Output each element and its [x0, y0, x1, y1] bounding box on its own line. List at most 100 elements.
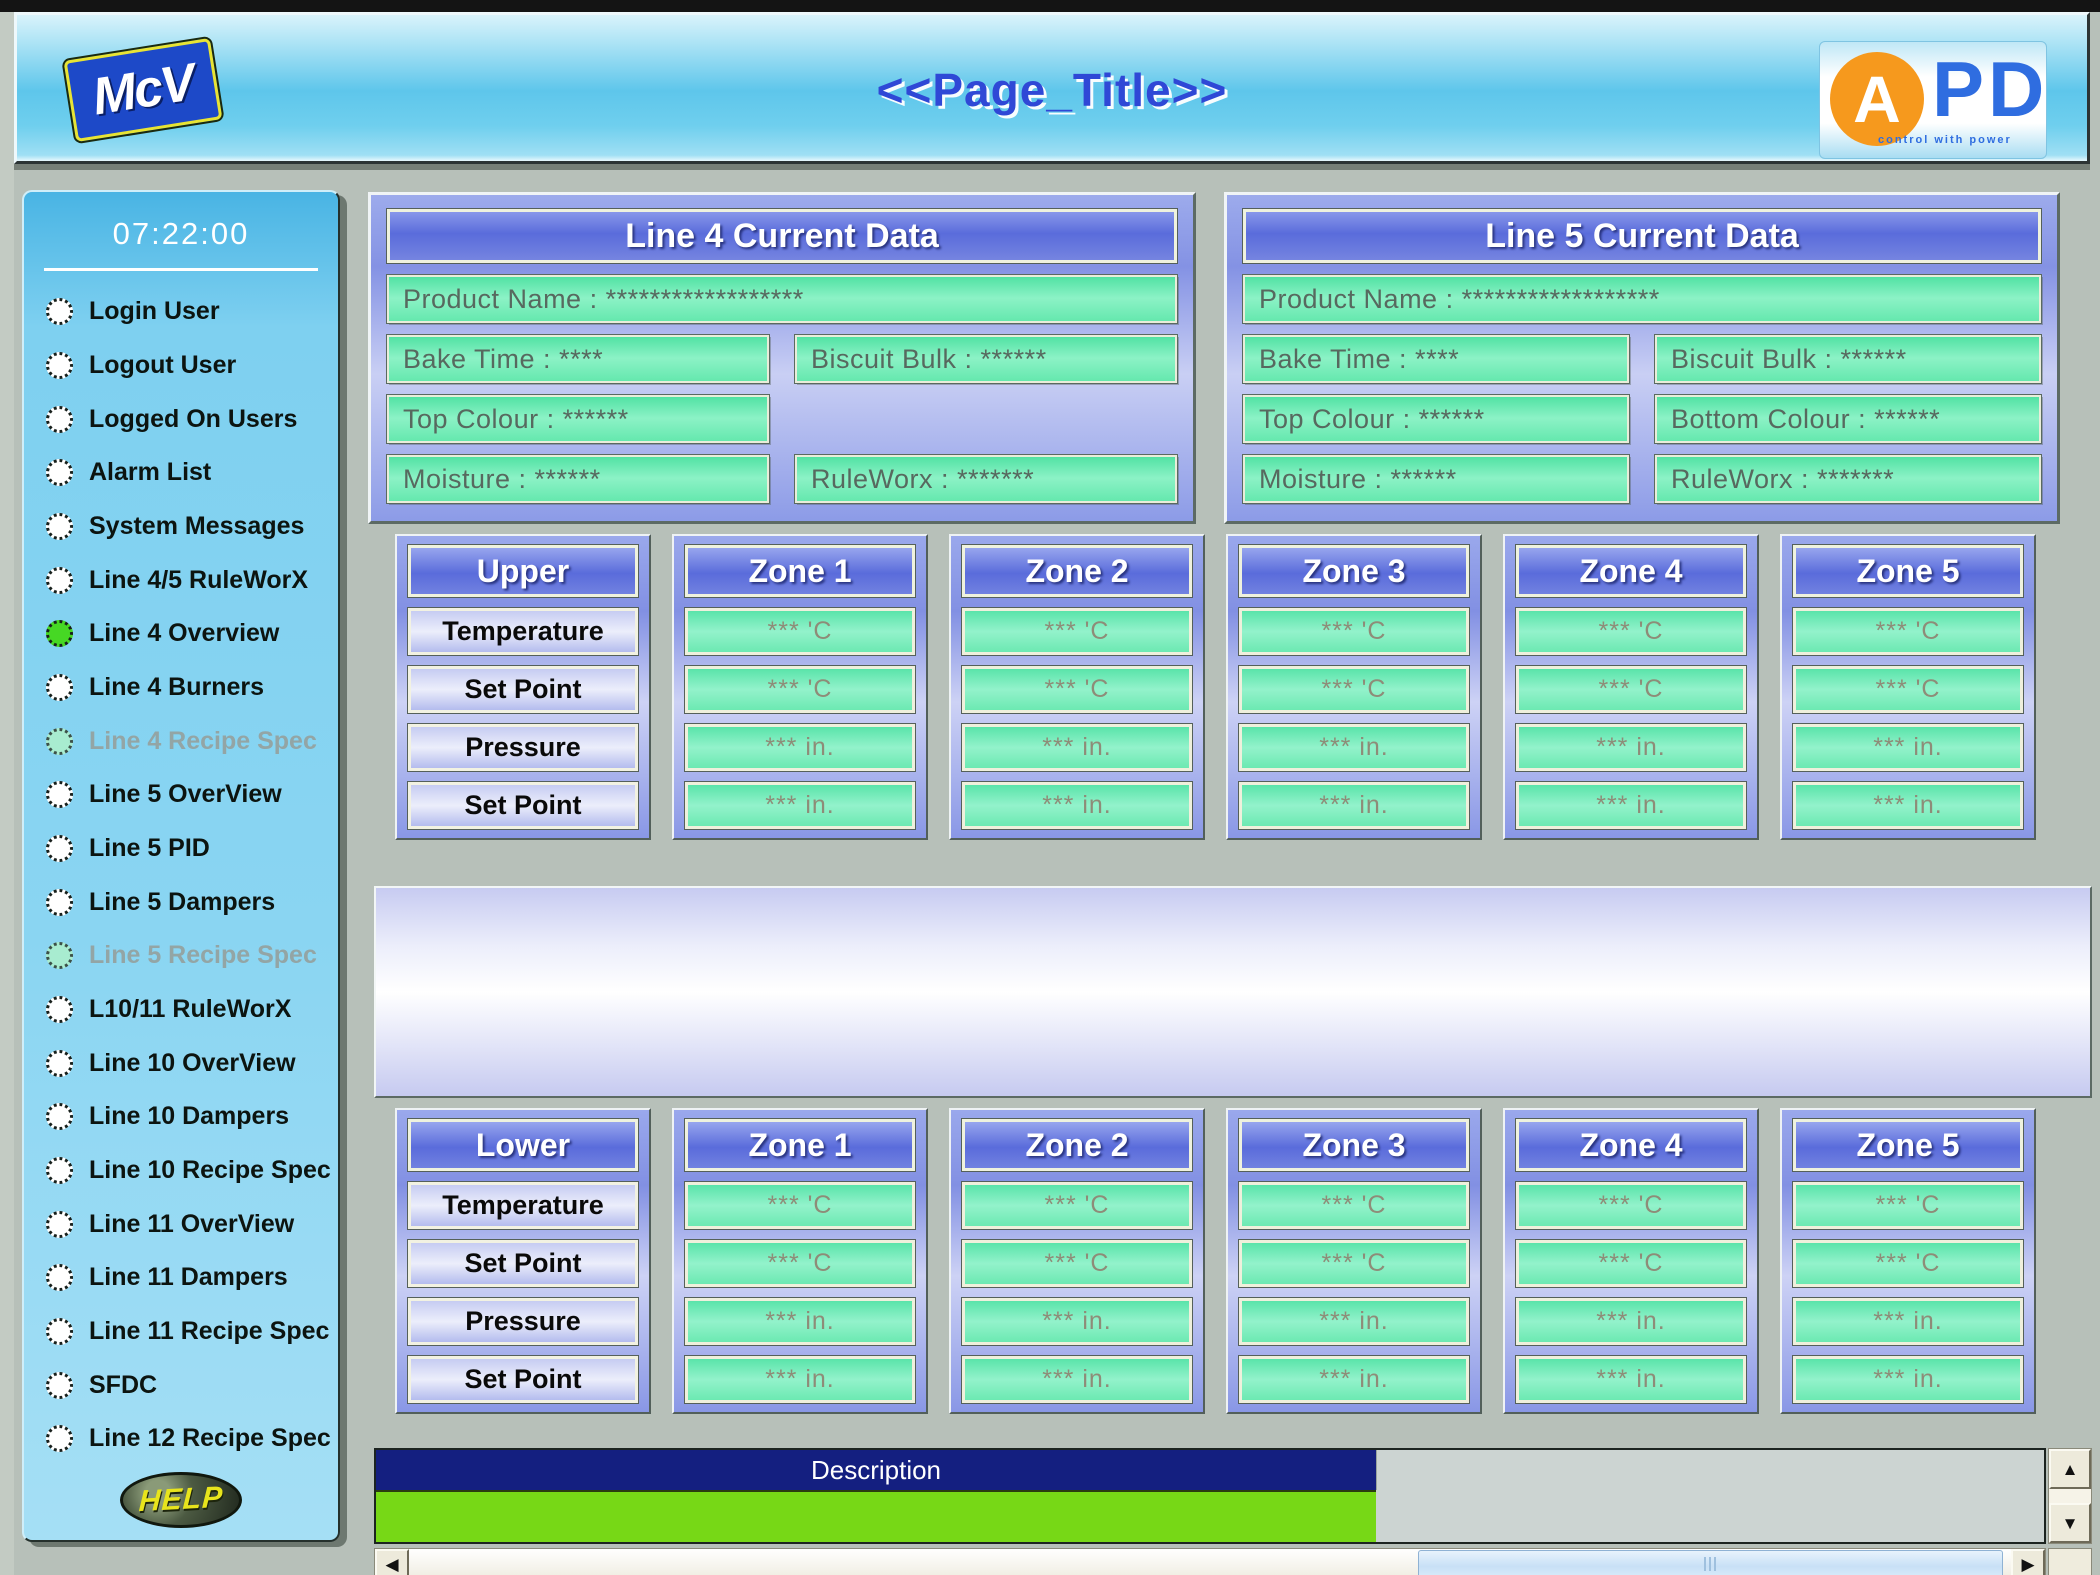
apd-letter-a: A — [1853, 62, 1901, 136]
sidebar-item-line12-recipe-spec[interactable]: Line 12 Recipe Spec — [46, 1416, 338, 1462]
radio-icon[interactable] — [46, 566, 73, 594]
row-label-set-point: Set Point — [407, 665, 639, 714]
radio-icon[interactable] — [46, 1103, 73, 1131]
sidebar-item-line4-burners[interactable]: Line 4 Burners — [46, 665, 338, 711]
sidebar-menu: Login User Logout User Logged On Users A… — [24, 281, 338, 1466]
sidebar-item-logged-on-users[interactable]: Logged On Users — [46, 396, 338, 442]
radio-icon[interactable] — [46, 459, 73, 487]
pressure-value: *** in. — [1792, 1297, 2024, 1346]
radio-icon[interactable] — [46, 674, 73, 702]
thumb-grip-icon — [1703, 1557, 1718, 1571]
set-point-value: *** 'C — [961, 665, 1193, 714]
radio-icon[interactable] — [46, 298, 73, 326]
description-header-spacer — [1376, 1450, 2044, 1490]
scrollbar-corner — [2048, 1548, 2092, 1575]
sidebar-item-line45-ruleworx[interactable]: Line 4/5 RuleWorX — [46, 557, 338, 603]
clock: 07:22:00 — [112, 216, 250, 251]
zone-header: Zone 5 — [1792, 1118, 2024, 1172]
line5-product-name-field: Product Name : ****************** — [1242, 274, 2042, 324]
page-title: <<Page_Title>> — [876, 64, 1228, 116]
vertical-scroll-track[interactable] — [2049, 1489, 2091, 1503]
header-bar: McV <<Page_Title>> A P D control with po… — [14, 12, 2090, 164]
row-label-set-point: Set Point — [407, 1239, 639, 1288]
oven-graphic-placeholder — [374, 886, 2092, 1098]
lower-zone4-column: Zone 4 *** 'C *** 'C *** in. *** in. — [1503, 1108, 1759, 1414]
apd-letter-d: D — [1988, 45, 2045, 133]
pressure-value: *** in. — [1792, 723, 2024, 772]
temperature-value: *** 'C — [1515, 607, 1747, 656]
arrow-right-icon: ▶ — [2021, 1554, 2035, 1574]
sidebar-item-line11-dampers[interactable]: Line 11 Dampers — [46, 1255, 338, 1301]
line4-ruleworx-field: RuleWorx : ******* — [794, 454, 1178, 504]
sidebar-item-label: Line 4/5 RuleWorX — [89, 565, 309, 594]
sidebar-item-l10-11-ruleworx[interactable]: L10/11 RuleWorX — [46, 987, 338, 1033]
help-button[interactable]: HELP — [120, 1472, 242, 1528]
set-point-value: *** in. — [1238, 1355, 1470, 1404]
horizontal-scroll-thumb[interactable] — [1418, 1550, 2003, 1575]
sidebar-item-line5-pid[interactable]: Line 5 PID — [46, 826, 338, 872]
set-point-value: *** 'C — [1238, 1239, 1470, 1288]
radio-icon[interactable] — [46, 996, 73, 1024]
apd-tagline: control with power — [1878, 134, 2012, 146]
radio-icon[interactable] — [46, 405, 73, 433]
radio-icon-active[interactable] — [46, 620, 73, 648]
sidebar-item-login-user[interactable]: Login User — [46, 289, 338, 335]
sidebar-item-label: Line 4 Overview — [89, 619, 280, 648]
radio-icon[interactable] — [46, 888, 73, 916]
radio-icon[interactable] — [46, 1371, 73, 1399]
line4-moisture-field: Moisture : ****** — [386, 454, 770, 504]
radio-icon[interactable] — [46, 1318, 73, 1346]
vertical-scrollbar[interactable]: ▲ ▼ — [2048, 1448, 2092, 1544]
sidebar-item-line11-overview[interactable]: Line 11 OverView — [46, 1201, 338, 1247]
zone-header: Zone 1 — [684, 1118, 916, 1172]
upper-zone2-column: Zone 2 *** 'C *** 'C *** in. *** in. — [949, 534, 1205, 840]
line5-panel-title: Line 5 Current Data — [1242, 208, 2042, 264]
horizontal-scroll-track[interactable] — [409, 1549, 2011, 1575]
scroll-up-button[interactable]: ▲ — [2049, 1449, 2091, 1489]
zone-header: Zone 4 — [1515, 544, 1747, 598]
radio-icon[interactable] — [46, 1157, 73, 1185]
sidebar-item-logout-user[interactable]: Logout User — [46, 343, 338, 389]
scroll-left-button[interactable]: ◀ — [375, 1549, 409, 1575]
pressure-value: *** in. — [1515, 1297, 1747, 1346]
radio-icon[interactable] — [46, 1425, 73, 1453]
zone-header: Zone 3 — [1238, 1118, 1470, 1172]
sidebar-item-label: Alarm List — [89, 458, 212, 487]
selected-list-row[interactable] — [376, 1490, 1376, 1542]
sidebar-item-system-messages[interactable]: System Messages — [46, 504, 338, 550]
sidebar-item-line5-overview[interactable]: Line 5 OverView — [46, 772, 338, 818]
scroll-down-button[interactable]: ▼ — [2049, 1503, 2091, 1543]
scroll-right-button[interactable]: ▶ — [2011, 1549, 2045, 1575]
sidebar-item-line10-overview[interactable]: Line 10 OverView — [46, 1040, 338, 1086]
horizontal-scrollbar[interactable]: ◀ ▶ — [374, 1548, 2046, 1575]
radio-icon[interactable] — [46, 835, 73, 863]
radio-icon[interactable] — [46, 1049, 73, 1077]
sidebar-item-label: L10/11 RuleWorX — [89, 995, 292, 1024]
temperature-value: *** 'C — [684, 1181, 916, 1230]
arrow-left-icon: ◀ — [385, 1554, 399, 1574]
radio-icon[interactable] — [46, 781, 73, 809]
sidebar-item-line10-dampers[interactable]: Line 10 Dampers — [46, 1094, 338, 1140]
sidebar-item-label: Line 10 Dampers — [89, 1102, 290, 1131]
row-label-temperature: Temperature — [407, 607, 639, 656]
sidebar-item-alarm-list[interactable]: Alarm List — [46, 450, 338, 496]
sidebar-item-line11-recipe-spec[interactable]: Line 11 Recipe Spec — [46, 1309, 338, 1355]
description-header-row: Description — [376, 1450, 2044, 1490]
row-label-set-point: Set Point — [407, 1355, 639, 1404]
sidebar-item-label: SFDC — [89, 1370, 158, 1399]
sidebar-item-sfdc[interactable]: SFDC — [46, 1362, 338, 1408]
set-point-value: *** in. — [1515, 1355, 1747, 1404]
radio-icon[interactable] — [46, 1264, 73, 1292]
set-point-value: *** in. — [961, 781, 1193, 830]
radio-icon[interactable] — [46, 1210, 73, 1238]
sidebar-item-label: System Messages — [89, 512, 305, 541]
sidebar-item-line4-overview[interactable]: Line 4 Overview — [46, 611, 338, 657]
line4-current-data-panel: Line 4 Current Data Product Name : *****… — [368, 192, 1196, 524]
radio-icon-disabled — [46, 727, 73, 755]
sidebar-item-line10-recipe-spec[interactable]: Line 10 Recipe Spec — [46, 1148, 338, 1194]
radio-icon[interactable] — [46, 513, 73, 541]
sidebar-item-label: Logout User — [89, 351, 237, 379]
radio-icon[interactable] — [46, 352, 73, 379]
lower-section-header: Lower — [407, 1118, 639, 1172]
sidebar-item-line5-dampers[interactable]: Line 5 Dampers — [46, 879, 338, 925]
